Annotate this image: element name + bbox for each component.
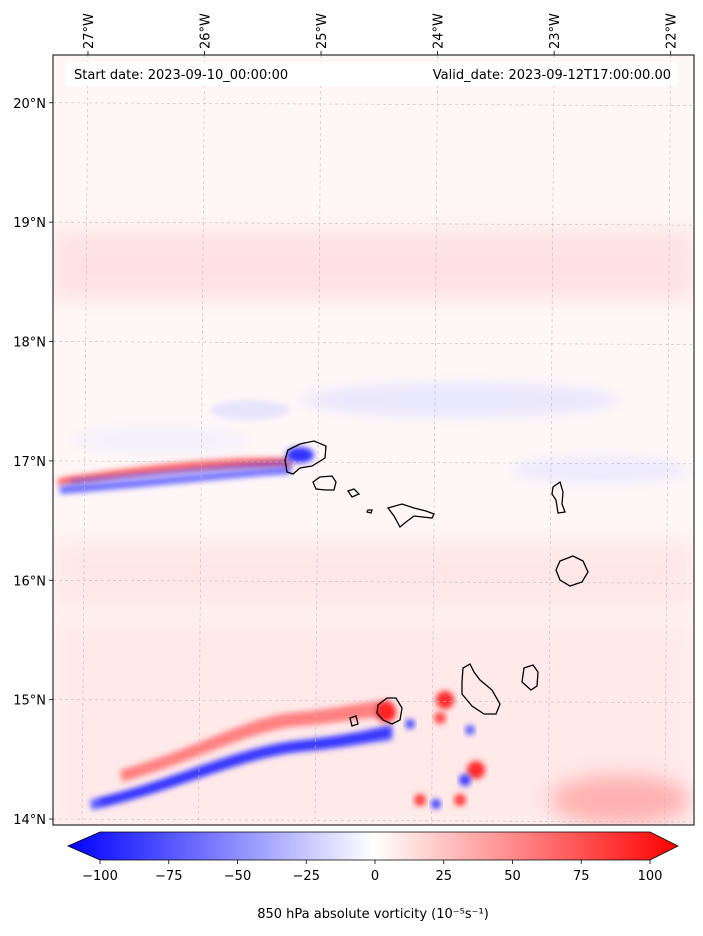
colorbar-ramp xyxy=(67,831,679,861)
latitude-tick-labels: 14°N 15°N 16°N 17°N 18°N 19°N 20°N xyxy=(13,97,53,828)
colorbar-tick-label: −25 xyxy=(293,869,320,884)
lat-tick-label: 16°N xyxy=(13,574,46,589)
lat-tick-label: 15°N xyxy=(13,694,46,709)
lat-tick-label: 19°N xyxy=(13,216,46,231)
lat-gridline xyxy=(53,341,694,345)
island-sao-vicente xyxy=(312,475,337,491)
lon-tick-label: 25°W xyxy=(315,13,330,49)
lat-tick-label: 18°N xyxy=(13,336,46,351)
map-gridlines xyxy=(53,55,694,825)
lat-tick-label: 20°N xyxy=(13,97,46,112)
colorbar-tick-label: −50 xyxy=(224,869,251,884)
colorbar-tick-label: 75 xyxy=(573,869,590,884)
colorbar-tick-label: −75 xyxy=(155,869,182,884)
colorbar-tick-label: 25 xyxy=(435,869,452,884)
island-santiago xyxy=(461,663,501,715)
lon-tick-label: 27°W xyxy=(82,13,97,49)
colorbar-tick-label: 100 xyxy=(638,869,663,884)
island-santa-luzia xyxy=(346,488,361,498)
map-frame xyxy=(52,54,695,826)
colorbar-tick-label: 0 xyxy=(371,869,379,884)
lat-gridline xyxy=(53,460,694,465)
island-brava xyxy=(349,715,359,727)
lon-tick-label: 22°W xyxy=(665,13,680,49)
colorbar: −100 −75 −50 −25 0 25 50 75 100 xyxy=(67,831,679,884)
colorbar-label: 850 hPa absolute vorticity (10⁻⁵s⁻¹) xyxy=(257,907,489,922)
lat-gridline xyxy=(53,221,694,226)
island-fogo xyxy=(376,697,403,725)
start-date-text: Start date: 2023-09-10_00:00:00 xyxy=(74,68,288,83)
date-info-box xyxy=(66,62,678,86)
island-sal xyxy=(551,480,566,514)
lon-gridline xyxy=(547,55,555,825)
lat-tick-label: 17°N xyxy=(13,455,46,470)
lon-gridline xyxy=(431,55,438,825)
vorticity-field xyxy=(53,230,694,825)
island-sao-nicolau xyxy=(386,503,435,529)
island-boa-vista xyxy=(555,555,589,587)
lon-tick-label: 23°W xyxy=(548,13,563,49)
lat-gridline xyxy=(53,579,694,584)
lat-gridline xyxy=(53,699,694,703)
lon-gridline xyxy=(664,55,671,825)
valid-date-text: Valid_date: 2023-09-12T17:00:00.00 xyxy=(433,68,671,83)
lon-gridline xyxy=(314,55,322,825)
island-branco xyxy=(366,509,373,514)
lat-gridline xyxy=(53,102,694,107)
coastlines xyxy=(284,440,589,727)
island-santo-antao xyxy=(284,440,327,475)
lon-gridline xyxy=(198,55,205,825)
colorbar-tick-label: −100 xyxy=(82,869,118,884)
lon-tick-label: 24°W xyxy=(432,13,447,49)
colorbar-ticks: −100 −75 −50 −25 0 25 50 75 100 xyxy=(82,860,662,884)
island-maio xyxy=(521,664,539,691)
lat-tick-label: 14°N xyxy=(13,813,46,828)
lat-gridline xyxy=(53,818,694,823)
longitude-tick-labels: 27°W 26°W 25°W 24°W 23°W 22°W xyxy=(82,13,680,55)
colorbar-tick-label: 50 xyxy=(504,869,521,884)
lon-gridline xyxy=(81,55,89,825)
lon-tick-label: 26°W xyxy=(199,13,214,49)
